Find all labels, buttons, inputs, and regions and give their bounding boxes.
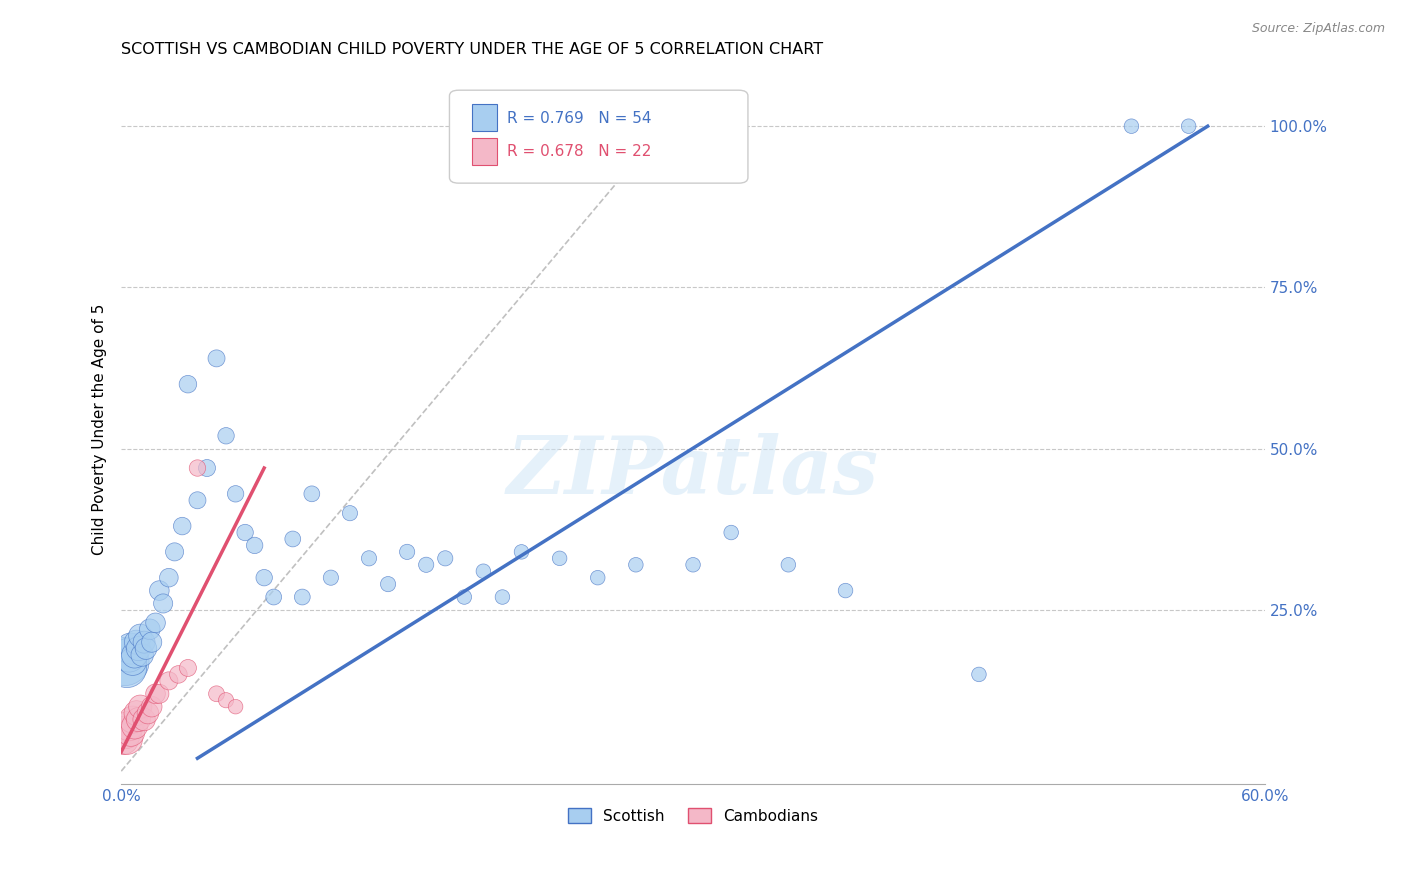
Point bbox=[1177, 119, 1199, 133]
Point bbox=[243, 538, 266, 552]
Point bbox=[139, 622, 162, 636]
Point bbox=[720, 525, 742, 540]
Point bbox=[148, 583, 170, 598]
Point bbox=[301, 487, 323, 501]
Point bbox=[167, 667, 190, 681]
Point bbox=[131, 648, 153, 662]
Point bbox=[682, 558, 704, 572]
Point bbox=[145, 687, 167, 701]
Point bbox=[510, 545, 533, 559]
Point bbox=[491, 590, 513, 604]
Point bbox=[205, 687, 228, 701]
Text: SCOTTISH VS CAMBODIAN CHILD POVERTY UNDER THE AGE OF 5 CORRELATION CHART: SCOTTISH VS CAMBODIAN CHILD POVERTY UNDE… bbox=[121, 42, 824, 57]
Point bbox=[195, 461, 218, 475]
Point bbox=[118, 719, 141, 733]
Point bbox=[186, 461, 208, 475]
Point bbox=[967, 667, 990, 681]
Point bbox=[148, 687, 170, 701]
Point bbox=[121, 655, 143, 669]
Point bbox=[127, 713, 149, 727]
Point bbox=[136, 706, 159, 720]
Point bbox=[125, 706, 148, 720]
Point bbox=[205, 351, 228, 366]
Point bbox=[253, 571, 276, 585]
Point bbox=[472, 564, 495, 578]
Point bbox=[118, 648, 141, 662]
Point bbox=[115, 661, 138, 675]
Point bbox=[186, 493, 208, 508]
Point bbox=[415, 558, 437, 572]
Point bbox=[112, 731, 135, 746]
Point bbox=[548, 551, 571, 566]
Point bbox=[124, 719, 146, 733]
Point bbox=[120, 641, 142, 656]
Point bbox=[319, 571, 342, 585]
Point bbox=[152, 597, 174, 611]
Point bbox=[263, 590, 285, 604]
Point bbox=[157, 673, 180, 688]
Point bbox=[225, 487, 247, 501]
Text: ZIPatlas: ZIPatlas bbox=[508, 434, 879, 510]
Point bbox=[114, 725, 136, 739]
Point bbox=[291, 590, 314, 604]
Point bbox=[145, 615, 167, 630]
Point bbox=[586, 571, 609, 585]
Point bbox=[172, 519, 194, 533]
Text: Source: ZipAtlas.com: Source: ZipAtlas.com bbox=[1251, 22, 1385, 36]
Point bbox=[377, 577, 399, 591]
Point bbox=[281, 532, 304, 546]
Point bbox=[396, 545, 419, 559]
Point bbox=[132, 635, 155, 649]
Point bbox=[124, 648, 146, 662]
Point bbox=[339, 506, 361, 520]
Text: R = 0.769   N = 54: R = 0.769 N = 54 bbox=[506, 112, 651, 126]
Point bbox=[135, 641, 157, 656]
Point bbox=[157, 571, 180, 585]
Text: R = 0.678   N = 22: R = 0.678 N = 22 bbox=[506, 145, 651, 160]
Point bbox=[834, 583, 856, 598]
FancyBboxPatch shape bbox=[450, 90, 748, 183]
Point bbox=[624, 558, 647, 572]
Point bbox=[120, 725, 142, 739]
Point bbox=[177, 377, 200, 392]
Point bbox=[215, 429, 238, 443]
Point bbox=[233, 525, 256, 540]
Point bbox=[132, 713, 155, 727]
Point bbox=[163, 545, 186, 559]
Point bbox=[129, 629, 152, 643]
Y-axis label: Child Poverty Under the Age of 5: Child Poverty Under the Age of 5 bbox=[93, 303, 107, 555]
Point bbox=[129, 699, 152, 714]
Point bbox=[127, 641, 149, 656]
Point bbox=[1121, 119, 1143, 133]
Point bbox=[114, 655, 136, 669]
FancyBboxPatch shape bbox=[472, 104, 498, 131]
Point bbox=[778, 558, 800, 572]
Legend: Scottish, Cambodians: Scottish, Cambodians bbox=[562, 801, 824, 830]
FancyBboxPatch shape bbox=[472, 137, 498, 165]
Point bbox=[215, 693, 238, 707]
Point bbox=[225, 699, 247, 714]
Point bbox=[434, 551, 457, 566]
Point bbox=[357, 551, 380, 566]
Point bbox=[141, 635, 163, 649]
Point bbox=[177, 661, 200, 675]
Point bbox=[141, 699, 163, 714]
Point bbox=[121, 713, 143, 727]
Point bbox=[115, 731, 138, 746]
Point bbox=[453, 590, 475, 604]
Point bbox=[125, 635, 148, 649]
